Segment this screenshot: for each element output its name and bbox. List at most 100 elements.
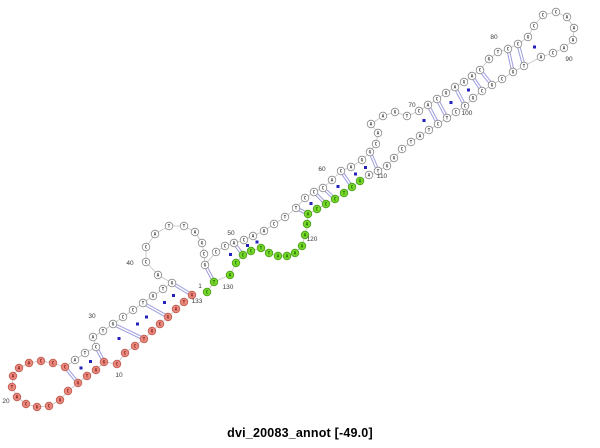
nucleotide-letter: G [77, 381, 80, 387]
nucleotide-letter: C [552, 51, 555, 57]
nucleotide-circle [373, 166, 383, 176]
nucleotide-44: T [164, 221, 174, 231]
nucleotide-letter: A [92, 335, 95, 341]
nucleotide-36: T [138, 298, 148, 308]
pair-bond-line [143, 301, 169, 317]
nucleotide-circle [138, 298, 148, 308]
nucleotide-125: A [273, 251, 283, 261]
nucleotide-circle [508, 67, 518, 77]
nucleotide-121: A [300, 230, 310, 240]
nucleotide-71: G [390, 107, 400, 117]
nucleotide-circle [44, 401, 54, 411]
nucleotide-circle [459, 77, 469, 87]
nucleotide-letter: A [419, 134, 422, 140]
nucleotide-21: T [7, 382, 17, 392]
nucleotide-70: A [378, 111, 388, 121]
nucleotide-19: C [21, 399, 31, 409]
nucleotide-letter: T [142, 301, 145, 307]
pair-bond-dot [136, 322, 139, 326]
nucleotide-circle [171, 304, 181, 314]
nucleotide-letter: A [306, 222, 309, 228]
position-label-60: 60 [318, 166, 326, 173]
nucleotide-103: T [442, 113, 452, 123]
nucleotide-22: A [8, 371, 18, 381]
nucleotide-letter: C [203, 252, 206, 258]
nucleotide-letter: G [369, 150, 372, 156]
nucleotide-circle [73, 378, 83, 388]
nucleotide-circle [366, 119, 376, 129]
nucleotide-73: C [414, 106, 424, 116]
nucleotide-circle [415, 131, 425, 141]
nucleotide-7: T [139, 334, 149, 344]
nucleotide-circle [108, 319, 118, 329]
nucleotide-circle [202, 287, 212, 297]
nucleotide-letter: G [386, 164, 389, 170]
nucleotide-111: T [373, 166, 383, 176]
nucleotide-letter: C [533, 24, 536, 30]
pair-bond-dot [309, 202, 313, 205]
nucleotide-circle [99, 357, 109, 367]
nucleotide-88: C [551, 7, 561, 17]
nucleotide-letter: A [252, 234, 255, 240]
nucleotide-11: G [99, 357, 109, 367]
nucleotide-letter: A [194, 230, 197, 236]
nucleotide-letter: T [183, 300, 186, 306]
nucleotide-circle [442, 113, 452, 123]
pair-bond-dot [145, 315, 148, 319]
nucleotide-122: A [297, 241, 307, 251]
nucleotide-letter: C [507, 47, 510, 53]
nucleotide-circle [339, 188, 349, 198]
position-label-100: 100 [462, 110, 473, 117]
nucleotide-circle [197, 238, 207, 248]
nucleotide-circle [302, 219, 312, 229]
nucleotide-46: A [190, 227, 200, 237]
nucleotide-circle [493, 47, 503, 57]
nucleotide-circle [487, 80, 497, 90]
nucleotide-90: A [569, 23, 579, 33]
nucleotide-letter: A [28, 361, 31, 367]
nucleotide-circle [346, 162, 356, 172]
nucleotide-circle [364, 170, 374, 180]
nucleotide-circle [229, 238, 239, 248]
nucleotide-letter: A [540, 55, 543, 61]
nucleotide-57: T [280, 212, 290, 222]
nucleotide-12: G [91, 365, 101, 375]
nucleotide-115: T [339, 188, 349, 198]
nucleotide-circle [347, 182, 357, 192]
nucleotide-letter: G [491, 83, 494, 89]
nucleotide-letter: G [95, 368, 98, 374]
nucleotide-circle [200, 260, 210, 270]
nucleotide-89: A [562, 12, 572, 22]
nucleotide-circle [451, 107, 461, 117]
nucleotide-letter: T [213, 280, 216, 286]
nucleotide-letter: G [527, 35, 530, 41]
nucleotide-54: A [248, 231, 258, 241]
nucleotide-letter: T [143, 337, 146, 343]
nucleotide-circle [568, 35, 578, 45]
nucleotide-letter: G [488, 57, 491, 63]
nucleotide-circle [63, 386, 73, 396]
nucleotide-circle [300, 230, 310, 240]
nucleotide-letter: A [454, 85, 457, 91]
nucleotide-letter: G [393, 156, 396, 162]
nucleotide-42: C [141, 242, 151, 252]
nucleotide-letter: G [112, 322, 115, 328]
nucleotide-letter: C [145, 245, 148, 251]
nucleotide-circle [330, 194, 340, 204]
nucleotide-circle [397, 144, 407, 154]
nucleotide-circle [497, 74, 507, 84]
pair-bond-line [142, 303, 168, 319]
nucleotide-letter: C [517, 42, 520, 48]
nucleotide-letter: C [242, 253, 245, 259]
position-label-40: 40 [126, 260, 134, 267]
nucleotide-circle [225, 270, 235, 280]
nucleotide-circle [390, 107, 400, 117]
pair-bond-dot [172, 294, 175, 297]
nucleotide-letter: G [36, 405, 39, 411]
nucleotide-circle [382, 161, 392, 171]
nucleotide-24: A [24, 358, 34, 368]
nucleotide-circle [238, 250, 248, 260]
nucleotide-circle [163, 312, 173, 322]
nucleotide-133: C [202, 287, 212, 297]
